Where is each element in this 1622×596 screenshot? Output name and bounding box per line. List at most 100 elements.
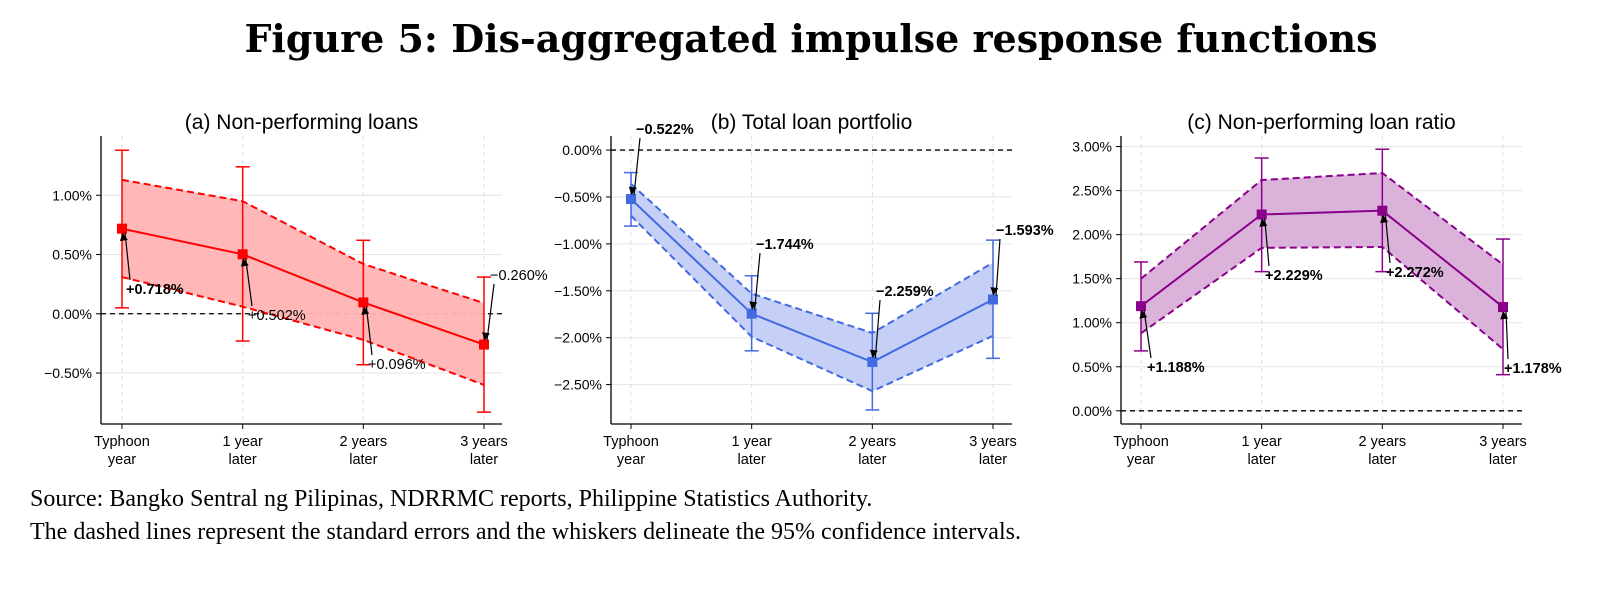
annotation-arrow xyxy=(1505,311,1509,360)
x-tick-label: later xyxy=(979,452,1007,468)
x-tick-label: later xyxy=(470,452,498,468)
data-label: +2.272% xyxy=(1386,265,1444,281)
annotation-arrowhead xyxy=(482,332,490,341)
y-tick-label: −0.50% xyxy=(554,189,602,205)
se-lower-line xyxy=(121,276,485,386)
y-tick-label: −1.50% xyxy=(554,283,602,299)
estimate-line xyxy=(121,227,485,346)
annotation-arrow xyxy=(245,258,253,307)
y-tick-label: −2.50% xyxy=(554,377,602,393)
annotation-arrow xyxy=(1384,214,1391,264)
y-tick-label: 1.00% xyxy=(1072,315,1112,331)
chart-panel-3: (c) Non-performing loan ratio +1.188% +2.2… xyxy=(1072,111,1561,468)
se-upper-line xyxy=(630,183,994,335)
y-tick-label: −0.50% xyxy=(44,365,92,381)
annotation-arrowhead xyxy=(1500,311,1509,320)
chart-title: (a) Non-performing loans xyxy=(185,111,418,134)
se-upper-line xyxy=(1140,171,1504,280)
se-band xyxy=(1141,172,1503,350)
chart-panel-2: (b) Total loan portfolio −0.522% −1.744% −2… xyxy=(554,111,1054,468)
annotation-arrow xyxy=(124,232,131,281)
data-label: +0.502% xyxy=(248,308,306,324)
annotation-arrow xyxy=(365,306,373,356)
data-label: −1.593% xyxy=(996,223,1054,239)
data-point xyxy=(1377,205,1388,216)
data-point xyxy=(1136,301,1146,312)
annotation-arrow xyxy=(995,238,1001,296)
annotation-arrowhead xyxy=(361,306,370,315)
annotation-arrowhead xyxy=(990,287,999,296)
y-tick-label: 2.50% xyxy=(1072,183,1112,199)
x-tick-label: Typhoon xyxy=(94,434,150,450)
data-point xyxy=(358,297,369,308)
x-tick-label: 3 years xyxy=(460,434,508,450)
note-caption: The dashed lines represent the standard … xyxy=(30,519,1021,545)
x-tick-label: 1 year xyxy=(732,434,772,450)
se-band xyxy=(631,183,993,392)
annotation-arrowhead xyxy=(869,349,878,359)
data-point xyxy=(746,308,757,319)
source-caption: Source: Bangko Sentral ng Pilipinas, NDR… xyxy=(30,486,873,512)
se-band xyxy=(122,179,484,385)
y-tick-label: 1.50% xyxy=(1072,271,1112,287)
annotation-arrow xyxy=(1264,218,1270,267)
x-tick-label: later xyxy=(858,452,886,468)
data-point xyxy=(626,194,636,205)
annotation-arrowhead xyxy=(749,301,758,310)
x-tick-label: year xyxy=(1127,452,1155,468)
annotation-arrow xyxy=(1143,310,1152,359)
data-point xyxy=(237,249,248,260)
x-tick-label: year xyxy=(108,452,136,468)
x-tick-label: 2 years xyxy=(340,434,388,450)
data-label: +0.096% xyxy=(368,357,426,373)
se-lower-line xyxy=(1140,245,1504,350)
x-tick-label: 3 years xyxy=(969,434,1017,450)
x-tick-label: later xyxy=(738,452,766,468)
data-point xyxy=(1256,209,1267,220)
annotation-arrowhead xyxy=(119,232,128,242)
y-tick-label: 1.00% xyxy=(52,187,92,203)
se-lower-line xyxy=(630,215,994,393)
data-label: +1.178% xyxy=(1504,361,1562,377)
data-label: −0.522% xyxy=(636,122,694,138)
annotation-arrow xyxy=(486,283,495,341)
x-tick-label: Typhoon xyxy=(603,434,659,450)
annotation-arrowhead xyxy=(1259,218,1268,227)
data-label: +2.229% xyxy=(1265,268,1323,284)
chart-panel-1: (a) Non-performing loans +0.718% +0.502% +0… xyxy=(44,111,548,468)
x-tick-label: 1 year xyxy=(1242,434,1282,450)
annotation-arrow xyxy=(754,252,761,310)
estimate-line xyxy=(1140,209,1504,308)
data-point xyxy=(988,294,998,305)
data-label: −0.260% xyxy=(490,268,548,284)
x-tick-label: 2 years xyxy=(849,434,897,450)
y-tick-label: 0.50% xyxy=(1072,359,1112,375)
chart-title: (b) Total loan portfolio xyxy=(711,111,913,134)
annotation-arrowhead xyxy=(1139,310,1148,319)
annotation-arrow xyxy=(633,137,641,196)
y-tick-label: 0.00% xyxy=(1072,403,1112,419)
x-tick-label: 2 years xyxy=(1359,434,1407,450)
y-tick-label: 0.50% xyxy=(52,247,92,263)
y-tick-label: −2.00% xyxy=(554,330,602,346)
x-tick-label: Typhoon xyxy=(1113,434,1169,450)
y-tick-label: 2.00% xyxy=(1072,227,1112,243)
y-tick-label: 0.00% xyxy=(52,306,92,322)
annotation-arrowhead xyxy=(628,186,637,196)
x-tick-label: later xyxy=(1368,452,1396,468)
y-tick-label: 3.00% xyxy=(1072,139,1112,155)
x-tick-label: later xyxy=(229,452,257,468)
figure-title: Figure 5: Dis-aggregated impulse respons… xyxy=(244,16,1378,61)
annotation-arrow xyxy=(874,299,881,359)
x-tick-label: 3 years xyxy=(1479,434,1527,450)
data-point xyxy=(867,356,878,367)
estimate-line xyxy=(630,198,994,364)
data-point xyxy=(479,339,489,350)
chart-title: (c) Non-performing loan ratio xyxy=(1187,111,1455,134)
annotation-arrowhead xyxy=(1380,214,1389,224)
y-tick-label: −1.00% xyxy=(554,236,602,252)
x-tick-label: later xyxy=(1248,452,1276,468)
y-tick-label: 0.00% xyxy=(562,142,602,158)
data-point xyxy=(1498,302,1508,313)
